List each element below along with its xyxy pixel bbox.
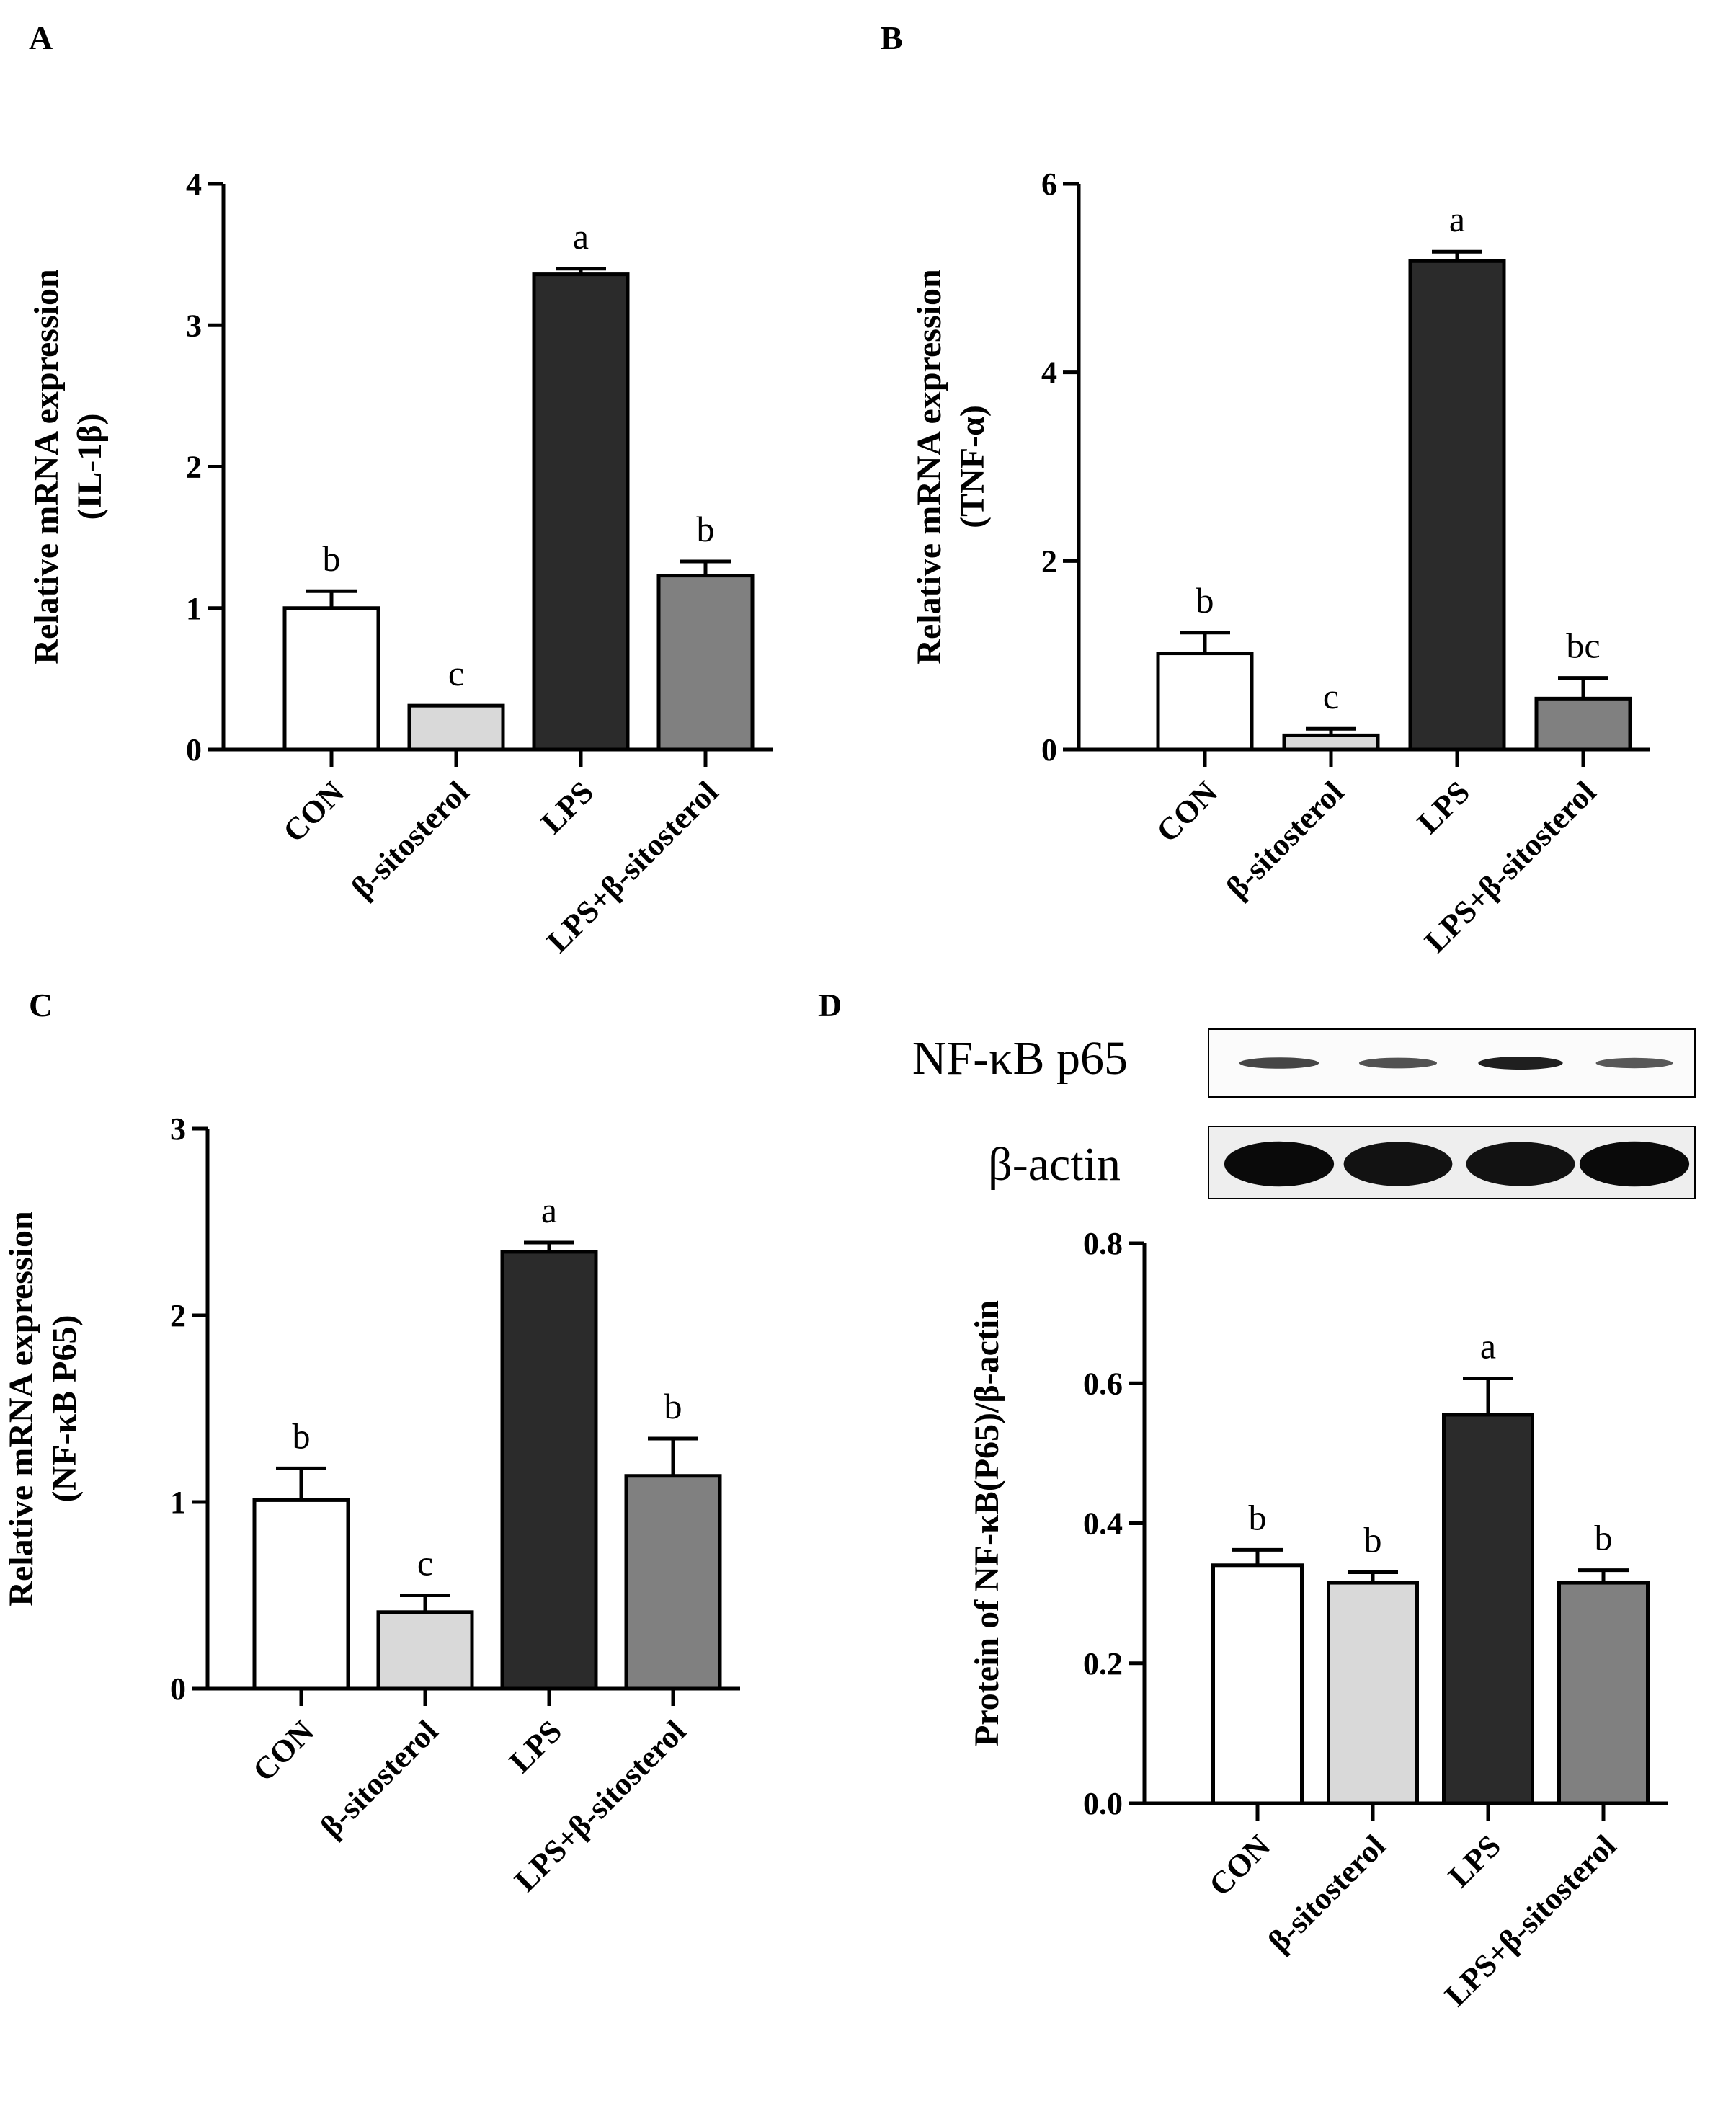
significance-label: a — [541, 1190, 557, 1230]
significance-label: bc — [1566, 626, 1600, 666]
blot-band — [1478, 1057, 1563, 1070]
y-tick-label: 4 — [1041, 355, 1057, 391]
blot-label-beta-actin: β-actin — [988, 1138, 1121, 1191]
significance-label: b — [664, 1386, 682, 1426]
y-tick-label: 6 — [1041, 166, 1057, 202]
y-tick-label: 0 — [1041, 732, 1057, 768]
bar — [1211, 1563, 1304, 1805]
significance-label: b — [1249, 1497, 1267, 1537]
blot-label-nfkb-p65: NF-κB p65 — [912, 1032, 1128, 1085]
bar — [1282, 733, 1380, 752]
bar — [376, 1610, 474, 1691]
bar — [407, 703, 505, 752]
panel-letter-d: D — [818, 987, 842, 1023]
y-axis-label: Relative mRNA expression — [2, 1211, 40, 1606]
significance-label: a — [1480, 1325, 1496, 1366]
western-blot: NF-κB p65 β-actin — [912, 1028, 1696, 1199]
significance-label: a — [1449, 199, 1465, 239]
significance-label: c — [448, 653, 464, 693]
y-tick-label: 0.6 — [1083, 1366, 1123, 1401]
blot-band — [1343, 1142, 1453, 1186]
y-tick-label: 0.2 — [1083, 1646, 1123, 1681]
blot-band — [1595, 1057, 1673, 1069]
bar — [624, 1474, 722, 1691]
bar — [1442, 1413, 1534, 1805]
bar — [1534, 696, 1632, 752]
y-axis-label: (IL-1β) — [71, 414, 109, 520]
blot-band — [1239, 1057, 1319, 1069]
significance-label: c — [1323, 676, 1339, 716]
bar — [1327, 1581, 1419, 1805]
blot-band — [1224, 1141, 1335, 1187]
bar — [656, 574, 755, 752]
y-tick-label: 1 — [170, 1485, 186, 1520]
significance-label: b — [697, 509, 715, 549]
panel-letter-c: C — [29, 987, 53, 1023]
blot-band — [1466, 1142, 1575, 1186]
bar — [500, 1250, 598, 1691]
significance-label: b — [1196, 580, 1214, 621]
bar — [1156, 652, 1254, 752]
y-tick-label: 2 — [186, 450, 202, 485]
bar — [1408, 259, 1506, 752]
bar — [282, 606, 380, 752]
y-tick-label: 3 — [186, 308, 202, 343]
y-axis-label: Protein of NF-κB(P65)/β-actin — [968, 1300, 1006, 1746]
panel-letter-a: A — [29, 19, 53, 56]
y-tick-label: 0.4 — [1083, 1506, 1123, 1542]
y-tick-label: 0.0 — [1083, 1786, 1123, 1821]
significance-label: b — [323, 538, 341, 579]
y-axis-label: (TNF-α) — [953, 405, 992, 528]
panel-letter-b: B — [881, 19, 903, 56]
bar — [532, 272, 630, 752]
significance-label: b — [293, 1416, 311, 1456]
y-axis-label: Relative mRNA expression — [27, 269, 66, 664]
y-tick-label: 2 — [1041, 543, 1057, 579]
significance-label: c — [417, 1543, 433, 1583]
y-tick-label: 4 — [186, 166, 202, 202]
y-axis-label: Relative mRNA expression — [910, 269, 948, 664]
blot-band — [1358, 1057, 1438, 1069]
blot-band — [1579, 1141, 1690, 1187]
y-tick-label: 3 — [170, 1111, 186, 1147]
bar — [1557, 1581, 1650, 1805]
significance-label: b — [1364, 1519, 1382, 1560]
y-tick-label: 2 — [170, 1298, 186, 1333]
bar — [252, 1498, 350, 1691]
y-axis-label: (NF-κB P65) — [45, 1315, 84, 1503]
y-tick-label: 1 — [186, 591, 202, 626]
y-tick-label: 0.8 — [1083, 1226, 1123, 1261]
significance-label: a — [573, 216, 589, 257]
y-tick-label: 0 — [186, 732, 202, 768]
significance-label: b — [1595, 1518, 1613, 1558]
y-tick-label: 0 — [170, 1671, 186, 1707]
